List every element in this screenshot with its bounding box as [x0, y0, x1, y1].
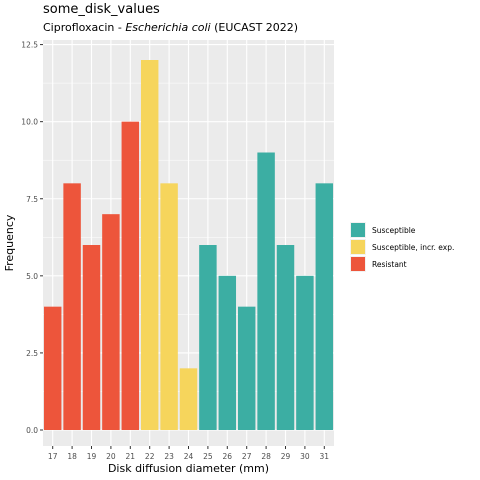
bar-19: [82, 245, 101, 430]
legend-label: Resistant: [372, 260, 407, 269]
bar-20: [102, 214, 120, 430]
legend-label: Susceptible, incr. exp.: [372, 243, 454, 252]
bar-29: [276, 245, 295, 430]
chart-title: some_disk_values: [43, 2, 160, 17]
bar-25: [199, 245, 217, 430]
x-tick-label: 26: [223, 452, 233, 461]
subtitle-guideline: (EUCAST 2022): [210, 21, 299, 34]
x-tick-label: 18: [67, 452, 77, 461]
legend-key: [351, 257, 365, 271]
x-tick-label: 27: [242, 452, 252, 461]
bar-22: [140, 60, 159, 430]
x-tick-label: 17: [48, 452, 58, 461]
bar-28: [257, 152, 275, 430]
y-tick-label: 7.5: [26, 195, 38, 204]
bar-27: [237, 306, 256, 430]
x-tick-label: 19: [87, 452, 97, 461]
y-tick-label: 5.0: [26, 272, 38, 281]
bar-30: [296, 275, 314, 430]
x-tick-label: 24: [184, 452, 194, 461]
bar-17: [43, 306, 62, 430]
bar-23: [160, 183, 178, 430]
legend-key: [351, 240, 365, 254]
bar-31: [315, 183, 334, 430]
y-axis-title: Frequency: [3, 214, 16, 271]
y-tick-label: 2.5: [26, 349, 38, 358]
chart-subtitle: Ciprofloxacin - Escherichia coli (EUCAST…: [43, 21, 298, 34]
subtitle-organism: Escherichia coli: [125, 21, 211, 34]
x-tick-label: 30: [300, 452, 310, 461]
x-tick-label: 22: [145, 452, 155, 461]
y-tick-label: 12.5: [21, 41, 38, 50]
x-axis-title: Disk diffusion diameter (mm): [108, 462, 269, 475]
bar-26: [218, 275, 237, 430]
x-tick-label: 20: [106, 452, 116, 461]
x-tick-label: 28: [261, 452, 271, 461]
y-tick-label: 0.0: [26, 426, 38, 435]
x-tick-label: 25: [203, 452, 213, 461]
x-tick-label: 21: [126, 452, 136, 461]
subtitle-drug: Ciprofloxacin -: [43, 21, 126, 34]
y-tick-label: 10.0: [21, 118, 38, 127]
bar-18: [63, 183, 81, 430]
legend-key: [351, 223, 365, 237]
x-tick-label: 29: [281, 452, 291, 461]
bar-21: [121, 121, 140, 431]
x-tick-label: 31: [320, 452, 330, 461]
x-tick-label: 23: [164, 452, 174, 461]
legend-label: Susceptible: [372, 226, 416, 235]
bar-24: [179, 368, 198, 430]
